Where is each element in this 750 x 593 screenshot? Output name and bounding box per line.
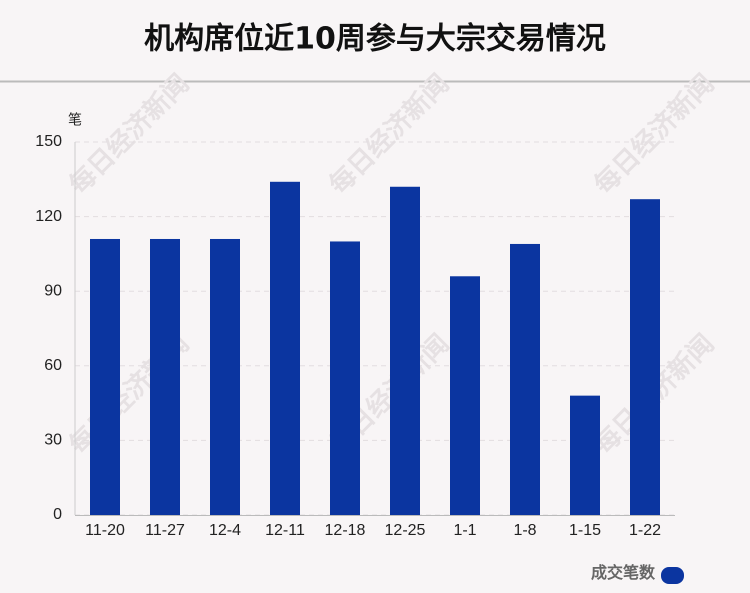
bar [510, 243, 540, 515]
x-tick-label: 12-11 [265, 522, 305, 539]
y-tick-label: 120 [35, 208, 62, 225]
y-tick-label: 150 [35, 133, 62, 150]
x-tick-label: 1-22 [629, 522, 661, 539]
y-tick-label: 0 [53, 506, 62, 523]
x-tick-label: 12-18 [325, 522, 366, 539]
bar [450, 276, 480, 515]
x-tick-label: 12-25 [385, 522, 426, 539]
bar [390, 186, 420, 515]
y-tick-label: 60 [44, 357, 62, 374]
bar [150, 238, 180, 516]
bar [270, 181, 300, 515]
y-unit: 笔 [68, 112, 82, 128]
x-tick-label: 12-4 [209, 522, 241, 539]
y-tick-label: 90 [44, 282, 62, 299]
y-tick-label: 30 [44, 432, 62, 449]
bar [90, 238, 120, 516]
chart-title: 机构席位近10周参与大宗交易情况 [144, 22, 606, 57]
x-tick-label: 11-27 [145, 522, 185, 539]
bar [570, 395, 600, 515]
bar [630, 199, 660, 515]
bar [210, 238, 240, 516]
bar [330, 241, 360, 515]
legend-swatch [661, 567, 684, 584]
x-tick-label: 1-15 [569, 522, 601, 539]
x-tick-label: 1-1 [453, 522, 476, 539]
x-tick-label: 1-8 [513, 522, 536, 539]
legend-label: 成交笔数 [591, 563, 656, 582]
x-tick-label: 11-20 [85, 522, 125, 539]
